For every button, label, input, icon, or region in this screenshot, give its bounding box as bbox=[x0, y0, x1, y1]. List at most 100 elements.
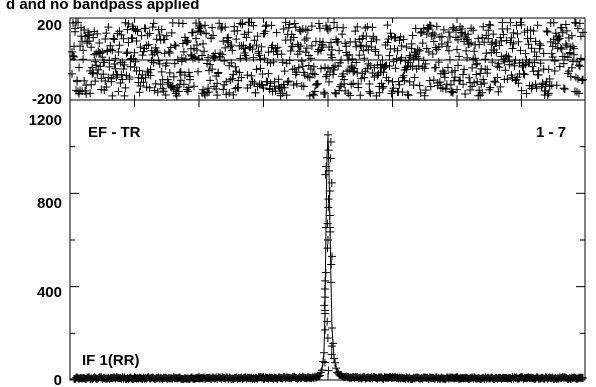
phase-point bbox=[144, 40, 153, 49]
amplitude-point bbox=[324, 130, 333, 139]
amplitude-point bbox=[578, 374, 587, 383]
phase-point bbox=[472, 70, 481, 79]
phase-point bbox=[559, 59, 568, 68]
phase-point bbox=[174, 87, 183, 96]
phase-point bbox=[228, 46, 237, 55]
phase-point bbox=[234, 83, 243, 92]
phase-point bbox=[573, 74, 582, 83]
phase-point bbox=[243, 71, 252, 80]
phase-point bbox=[410, 73, 419, 82]
phase-point bbox=[368, 23, 377, 32]
phase-point bbox=[324, 64, 333, 73]
phase-point bbox=[168, 81, 177, 90]
phase-point bbox=[404, 58, 413, 67]
phase-point bbox=[285, 20, 294, 29]
phase-point bbox=[375, 88, 384, 97]
phase-point bbox=[157, 67, 166, 76]
phase-point bbox=[123, 25, 132, 34]
phase-point bbox=[294, 63, 303, 72]
phase-point bbox=[331, 88, 340, 97]
phase-point bbox=[86, 89, 95, 98]
phase-point bbox=[161, 90, 170, 99]
phase-point bbox=[280, 67, 289, 76]
phase-point bbox=[218, 50, 227, 59]
phase-point bbox=[463, 53, 472, 62]
phase-point bbox=[200, 47, 209, 56]
phase-point bbox=[389, 84, 398, 93]
phase-point bbox=[576, 32, 585, 41]
phase-point bbox=[365, 80, 374, 89]
phase-point bbox=[494, 87, 503, 96]
phase-point bbox=[531, 37, 540, 46]
phase-point bbox=[131, 57, 140, 66]
phase-point bbox=[337, 56, 346, 65]
phase-point bbox=[247, 18, 256, 27]
phase-point bbox=[435, 78, 444, 87]
phase-point bbox=[109, 34, 118, 43]
phase-point bbox=[360, 54, 369, 63]
phase-point bbox=[228, 74, 237, 83]
phase-point bbox=[183, 87, 192, 96]
phase-point bbox=[566, 72, 575, 81]
phase-point bbox=[528, 62, 537, 71]
phase-point bbox=[119, 34, 128, 43]
amp-ytick-label-400: 400 bbox=[37, 284, 62, 301]
phase-point bbox=[180, 71, 189, 80]
phase-point bbox=[115, 27, 124, 36]
phase-point bbox=[349, 79, 358, 88]
phase-point bbox=[455, 76, 464, 85]
phase-point bbox=[117, 70, 126, 79]
phase-point bbox=[91, 77, 100, 86]
phase-point bbox=[96, 62, 105, 71]
phase-point bbox=[425, 21, 434, 30]
phase-point bbox=[379, 68, 388, 77]
phase-point bbox=[520, 70, 529, 79]
phase-point bbox=[235, 68, 244, 77]
phase-point bbox=[121, 83, 130, 92]
phase-point bbox=[420, 64, 429, 73]
phase-point bbox=[402, 65, 411, 74]
phase-point bbox=[229, 90, 238, 99]
phase-point bbox=[355, 51, 364, 60]
phase-point bbox=[420, 91, 429, 100]
phase-point bbox=[362, 32, 371, 41]
amplitude-peak-point bbox=[321, 276, 330, 285]
phase-point bbox=[561, 20, 570, 29]
phase-point bbox=[213, 79, 222, 88]
phase-point bbox=[130, 63, 139, 72]
phase-point bbox=[307, 22, 316, 31]
phase-point bbox=[329, 70, 338, 79]
phase-point bbox=[160, 35, 169, 44]
phase-point bbox=[101, 34, 110, 43]
phase-point bbox=[100, 58, 109, 67]
phase-point bbox=[458, 24, 467, 33]
phase-point bbox=[108, 46, 117, 55]
phase-point bbox=[148, 50, 157, 59]
phase-point bbox=[249, 21, 258, 30]
phase-point bbox=[510, 61, 519, 70]
phase-point bbox=[536, 41, 545, 50]
phase-point bbox=[206, 60, 215, 69]
phase-point bbox=[391, 33, 400, 42]
phase-point bbox=[361, 23, 370, 32]
amplitude-point bbox=[319, 348, 328, 357]
phase-point bbox=[315, 24, 324, 33]
phase-point bbox=[519, 69, 528, 78]
phase-point bbox=[346, 91, 355, 100]
phase-point bbox=[162, 31, 171, 40]
amplitude-point bbox=[332, 364, 341, 373]
phase-point bbox=[155, 30, 164, 39]
phase-point bbox=[478, 88, 487, 97]
phase-point bbox=[318, 38, 327, 47]
phase-point bbox=[87, 43, 96, 52]
phase-point bbox=[492, 48, 501, 57]
phase-point bbox=[84, 31, 93, 40]
phase-point bbox=[131, 26, 140, 35]
phase-point bbox=[356, 91, 365, 100]
phase-point bbox=[561, 39, 570, 48]
amplitude-point bbox=[331, 358, 340, 367]
phase-point bbox=[145, 83, 154, 92]
phase-point bbox=[412, 52, 421, 61]
phase-point bbox=[321, 72, 330, 81]
amplitude-peak-point bbox=[325, 187, 334, 195]
